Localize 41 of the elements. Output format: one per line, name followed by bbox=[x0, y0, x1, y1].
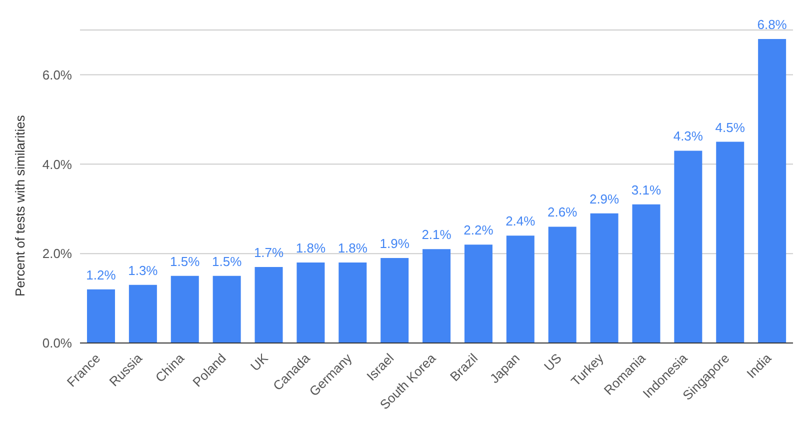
bar bbox=[548, 226, 576, 343]
bar bbox=[254, 266, 283, 343]
bar bbox=[506, 236, 534, 343]
data-label: 1.8% bbox=[338, 240, 368, 256]
data-label: 1.5% bbox=[170, 254, 200, 269]
bar bbox=[87, 289, 115, 343]
data-label: 1.8% bbox=[296, 240, 326, 256]
data-label: 1.3% bbox=[128, 262, 158, 278]
y-tick-label: 4.0% bbox=[42, 156, 72, 172]
bar bbox=[170, 276, 199, 343]
data-label: 4.3% bbox=[673, 128, 704, 144]
data-label: 1.9% bbox=[380, 236, 410, 252]
data-label: 1.5% bbox=[212, 254, 242, 269]
bar bbox=[674, 150, 702, 343]
data-label: 4.5% bbox=[715, 120, 746, 135]
data-label: 2.9% bbox=[589, 191, 620, 206]
bar bbox=[296, 262, 325, 343]
y-tick-label: 0.0% bbox=[42, 336, 72, 351]
data-label: 1.7% bbox=[254, 244, 284, 260]
bar bbox=[758, 38, 786, 343]
data-label: 2.2% bbox=[464, 222, 494, 238]
data-label: 2.6% bbox=[548, 204, 578, 220]
bar bbox=[632, 204, 660, 343]
y-tick-label: 6.0% bbox=[42, 67, 72, 82]
bar bbox=[716, 142, 744, 343]
bar bbox=[128, 284, 157, 343]
bar bbox=[380, 258, 409, 343]
bar bbox=[212, 276, 241, 343]
data-label: 2.1% bbox=[422, 227, 452, 242]
y-tick-label: 2.0% bbox=[42, 246, 72, 262]
data-label: 1.2% bbox=[86, 267, 116, 282]
x-tick-label: US bbox=[541, 350, 565, 374]
bar bbox=[338, 262, 367, 343]
bar bbox=[590, 213, 618, 343]
x-tick-label: UK bbox=[247, 350, 272, 374]
data-label: 2.4% bbox=[506, 214, 536, 229]
bar bbox=[464, 244, 492, 343]
y-axis-title: Percent of tests with similarities bbox=[12, 114, 28, 296]
data-label: 6.8% bbox=[757, 16, 788, 32]
data-label: 3.1% bbox=[631, 182, 662, 198]
bar bbox=[422, 249, 451, 343]
